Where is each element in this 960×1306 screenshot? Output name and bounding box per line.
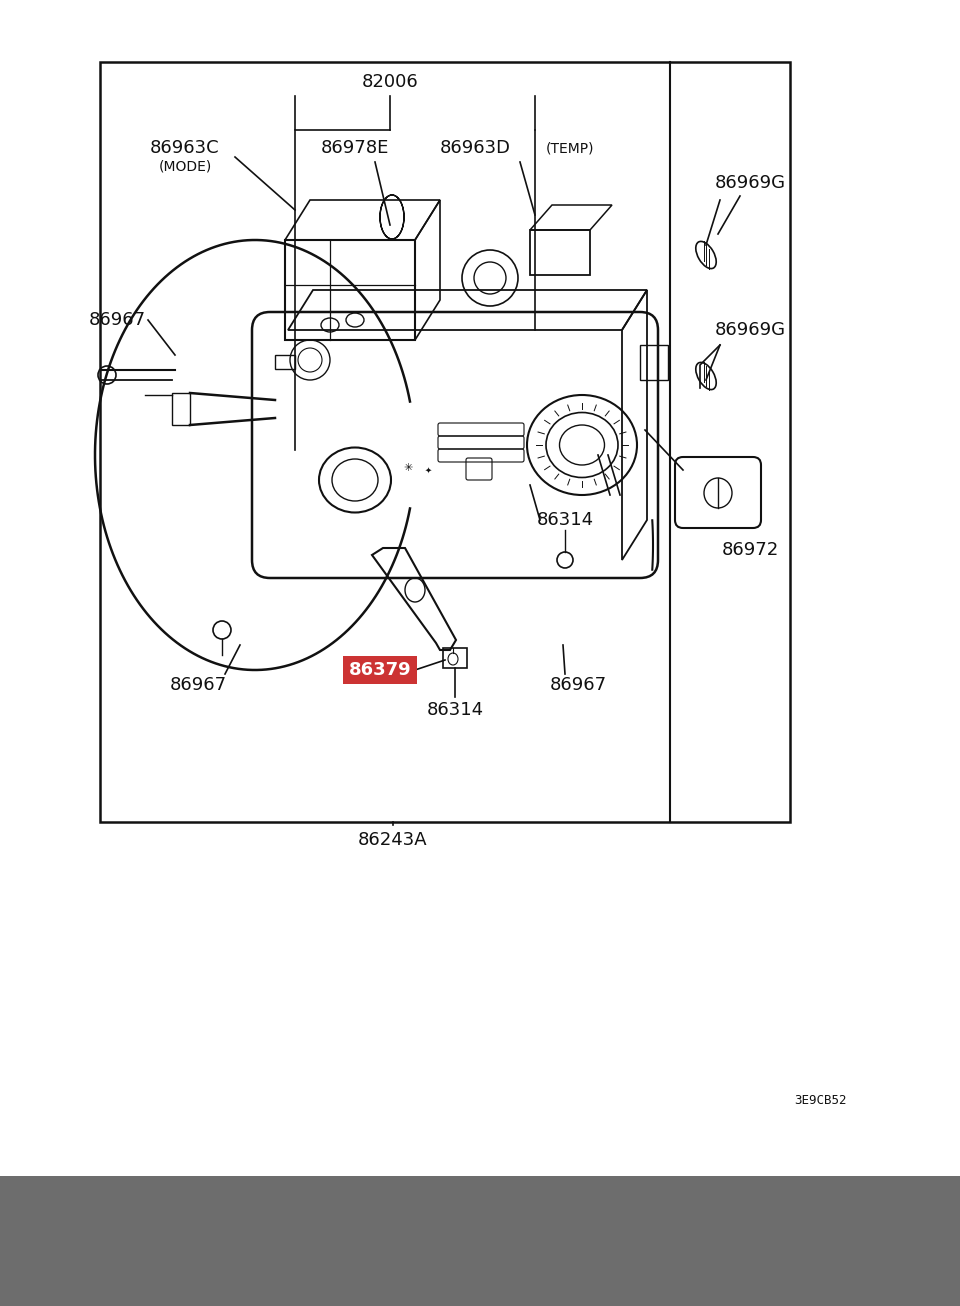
Text: 86314: 86314 — [537, 511, 593, 529]
Text: 82006: 82006 — [362, 73, 419, 91]
Text: 86379: 86379 — [348, 661, 411, 679]
Text: 86969G: 86969G — [714, 174, 785, 192]
Bar — [443, 648, 467, 667]
Bar — [285, 240, 415, 340]
Text: 86967: 86967 — [88, 311, 146, 329]
Text: 86243A: 86243A — [358, 831, 428, 849]
Text: ✦: ✦ — [424, 465, 431, 474]
Bar — [0, 1175, 960, 1306]
Text: 86969G: 86969G — [714, 321, 785, 340]
Text: MITSUBISHI - MB918834    N - 86379: MITSUBISHI - MB918834 N - 86379 — [108, 1224, 852, 1258]
Text: 86963D: 86963D — [440, 138, 511, 157]
Bar — [530, 230, 590, 276]
Text: ✳: ✳ — [403, 464, 413, 473]
Text: 86967: 86967 — [169, 677, 227, 693]
Bar — [275, 355, 295, 370]
Text: (TEMP): (TEMP) — [545, 141, 594, 155]
Text: 3E9CB52: 3E9CB52 — [794, 1093, 847, 1106]
Text: (MODE): (MODE) — [158, 161, 211, 174]
Text: 86978E: 86978E — [321, 138, 389, 157]
Bar — [100, 61, 790, 821]
Text: 86963C: 86963C — [150, 138, 220, 157]
Text: 86314: 86314 — [426, 701, 484, 720]
Text: 86972: 86972 — [721, 541, 779, 559]
Bar — [640, 345, 668, 380]
Text: 86967: 86967 — [549, 677, 607, 693]
